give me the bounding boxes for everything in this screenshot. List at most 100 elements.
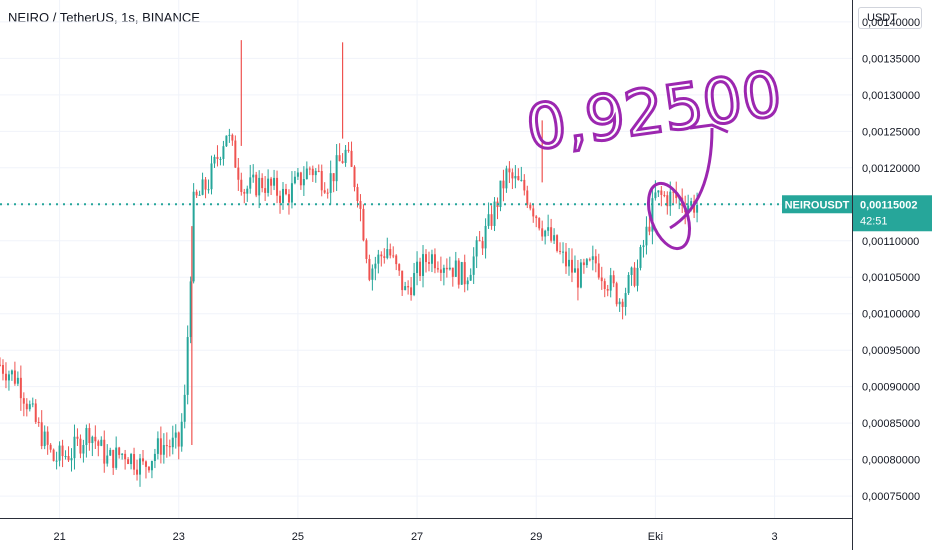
candle [210, 155, 213, 195]
y-tick-label: 0,00080000 [862, 455, 920, 467]
candle [487, 202, 490, 229]
candle [49, 443, 52, 453]
candle [499, 180, 502, 212]
candle [106, 444, 109, 467]
candle [556, 234, 559, 253]
candle [624, 287, 627, 316]
candle [520, 166, 523, 182]
candle [88, 423, 91, 451]
candle [296, 167, 299, 181]
candle [404, 281, 407, 291]
candle [171, 425, 174, 455]
candle [22, 392, 25, 417]
candle [326, 188, 329, 199]
candle [270, 176, 273, 195]
candle [493, 197, 496, 232]
candle [371, 264, 374, 291]
candle [460, 261, 463, 285]
candle [290, 171, 293, 209]
candle [430, 249, 433, 273]
candle [237, 158, 240, 191]
candle [261, 173, 264, 193]
candle [228, 128, 231, 143]
candle [64, 450, 67, 460]
candle [600, 266, 603, 290]
y-tick-label: 0,00085000 [862, 418, 920, 430]
candle [323, 182, 326, 194]
candle [177, 431, 180, 460]
candle [338, 143, 341, 162]
candle [329, 160, 332, 205]
candle [136, 459, 139, 481]
candle [67, 446, 70, 463]
candle [547, 214, 550, 237]
candle [353, 165, 356, 192]
candle [523, 174, 526, 196]
candle [442, 264, 445, 286]
candle [427, 251, 430, 272]
candle [511, 168, 514, 190]
candle [139, 453, 142, 487]
candle [10, 369, 13, 381]
candle [386, 237, 389, 260]
x-tick-label: 23 [173, 531, 185, 543]
candle [100, 436, 103, 447]
candle [335, 144, 338, 192]
candle [606, 284, 609, 297]
candle [34, 399, 37, 424]
candle [609, 267, 612, 298]
candle [439, 256, 442, 282]
candle [481, 236, 484, 256]
candle [475, 236, 478, 269]
candle [317, 164, 320, 173]
candle [264, 176, 267, 202]
currency-selector[interactable]: USDT [858, 7, 922, 29]
price-tag-countdown: 42:51 [860, 215, 888, 227]
candle [526, 185, 529, 209]
candle [582, 258, 585, 274]
candle [109, 447, 112, 457]
annotation-arrow [669, 127, 714, 230]
candle [159, 426, 162, 464]
candle [240, 172, 243, 196]
candle [222, 140, 225, 166]
candle [213, 154, 216, 168]
candle [615, 281, 618, 307]
overlay: NEIROUSDT 0,00115002 42:51 0,92500 [0, 55, 932, 251]
candle [651, 189, 654, 245]
symbol-tag-bg [782, 195, 852, 214]
candle [422, 245, 425, 288]
candle [565, 242, 568, 274]
candle [0, 357, 1, 367]
candle [469, 268, 472, 281]
handwritten-annotation: 0,92500 [520, 55, 787, 251]
candle [597, 253, 600, 280]
candle [594, 249, 597, 273]
candle [395, 254, 398, 271]
candle [243, 188, 246, 204]
candle [514, 165, 517, 189]
y-tick-label: 0,00095000 [862, 345, 920, 357]
candle [457, 258, 460, 289]
candle [40, 410, 43, 450]
x-tick-label: 25 [292, 531, 304, 543]
candle [368, 254, 371, 282]
candle [463, 254, 466, 293]
candle [401, 270, 404, 296]
candle [97, 439, 100, 457]
candle [61, 439, 64, 468]
x-tick-label: 21 [53, 531, 65, 543]
candle [85, 424, 88, 458]
candle [276, 170, 279, 204]
candle [258, 170, 261, 209]
candle [567, 247, 570, 276]
candle [660, 186, 663, 207]
candle [94, 425, 97, 450]
candle [538, 217, 541, 231]
candle [618, 298, 621, 312]
candle [255, 171, 258, 198]
candle [225, 135, 228, 147]
candle [359, 194, 362, 222]
